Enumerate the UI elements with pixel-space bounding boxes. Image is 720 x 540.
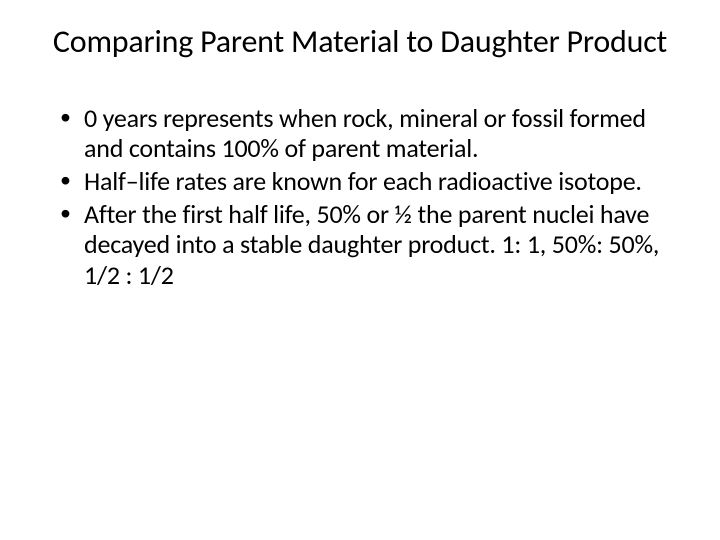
- slide-title: Comparing Parent Material to Daughter Pr…: [48, 24, 672, 61]
- bullet-list: 0 years represents when rock, mineral or…: [48, 103, 672, 293]
- list-item: 0 years represents when rock, mineral or…: [60, 103, 672, 164]
- slide: Comparing Parent Material to Daughter Pr…: [0, 0, 720, 540]
- list-item: Half–life rates are known for each radio…: [60, 166, 672, 197]
- list-item: After the first half life, 50% or ½ the …: [60, 199, 672, 291]
